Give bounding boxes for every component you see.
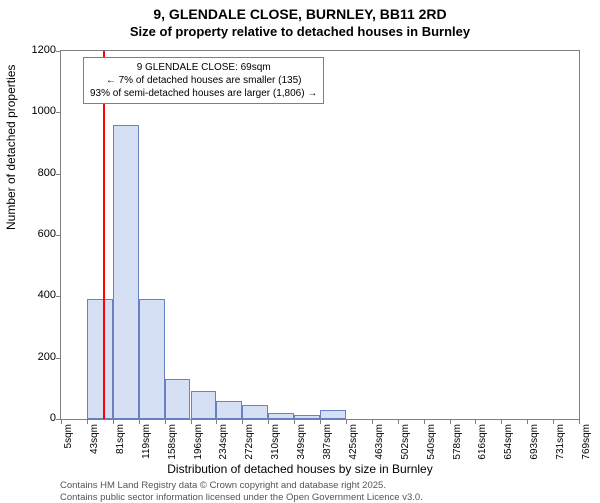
x-tick-label: 234sqm [218, 424, 229, 460]
x-tick-mark [398, 419, 399, 424]
x-tick-label: 731sqm [555, 424, 566, 460]
x-tick-mark [113, 419, 114, 424]
histogram-bar [87, 299, 113, 419]
histogram-bar [242, 405, 268, 419]
y-tick-label: 1000 [16, 105, 56, 117]
y-tick-label: 200 [16, 351, 56, 363]
chart-title-line2: Size of property relative to detached ho… [0, 24, 600, 39]
plot-area: 9 GLENDALE CLOSE: 69sqm ← 7% of detached… [60, 50, 580, 420]
x-tick-mark [191, 419, 192, 424]
x-tick-mark [61, 419, 62, 424]
histogram-bar [165, 379, 191, 419]
footer-line-1: Contains HM Land Registry data © Crown c… [60, 480, 386, 491]
y-tick-mark [56, 174, 61, 175]
x-tick-label: 769sqm [581, 424, 592, 460]
footer-line-2: Contains public sector information licen… [60, 492, 423, 503]
chart-title-line1: 9, GLENDALE CLOSE, BURNLEY, BB11 2RD [0, 6, 600, 22]
x-tick-label: 616sqm [477, 424, 488, 460]
y-tick-label: 800 [16, 167, 56, 179]
y-tick-mark [56, 296, 61, 297]
x-tick-label: 196sqm [193, 424, 204, 460]
histogram-bar [294, 415, 320, 419]
y-tick-label: 600 [16, 228, 56, 240]
y-tick-mark [56, 51, 61, 52]
x-tick-mark [346, 419, 347, 424]
property-info-box: 9 GLENDALE CLOSE: 69sqm ← 7% of detached… [83, 57, 324, 104]
x-tick-mark [294, 419, 295, 424]
x-tick-label: 578sqm [452, 424, 463, 460]
x-tick-mark [450, 419, 451, 424]
y-tick-label: 0 [16, 412, 56, 424]
x-tick-mark [165, 419, 166, 424]
x-tick-mark [320, 419, 321, 424]
histogram-bar [268, 413, 294, 419]
x-tick-label: 5sqm [63, 424, 74, 448]
x-tick-label: 349sqm [296, 424, 307, 460]
x-tick-label: 310sqm [270, 424, 281, 460]
histogram-bar [191, 391, 217, 419]
x-tick-mark [553, 419, 554, 424]
y-tick-mark [56, 235, 61, 236]
x-tick-label: 502sqm [400, 424, 411, 460]
x-tick-label: 272sqm [244, 424, 255, 460]
x-tick-mark [87, 419, 88, 424]
x-tick-label: 43sqm [89, 424, 100, 454]
x-tick-mark [139, 419, 140, 424]
histogram-bar [139, 299, 165, 419]
info-line-3: 93% of semi-detached houses are larger (… [90, 87, 317, 100]
y-tick-mark [56, 358, 61, 359]
info-line-2: ← 7% of detached houses are smaller (135… [90, 74, 317, 87]
x-tick-label: 540sqm [426, 424, 437, 460]
x-tick-mark [579, 419, 580, 424]
x-tick-mark [372, 419, 373, 424]
chart-container: 9, GLENDALE CLOSE, BURNLEY, BB11 2RD Siz… [0, 0, 600, 500]
y-axis-label: Number of detached properties [4, 65, 18, 230]
y-tick-label: 1200 [16, 44, 56, 56]
x-tick-label: 81sqm [115, 424, 126, 454]
x-tick-label: 693sqm [529, 424, 540, 460]
x-tick-label: 387sqm [322, 424, 333, 460]
x-tick-label: 119sqm [141, 424, 152, 459]
x-tick-label: 463sqm [374, 424, 385, 460]
histogram-bar [320, 410, 346, 419]
x-tick-label: 158sqm [167, 424, 178, 460]
info-line-1: 9 GLENDALE CLOSE: 69sqm [90, 61, 317, 74]
x-tick-mark [424, 419, 425, 424]
histogram-bar [113, 125, 139, 419]
histogram-bar [216, 401, 242, 419]
property-marker-line [103, 51, 105, 419]
x-tick-label: 425sqm [348, 424, 359, 460]
y-tick-mark [56, 112, 61, 113]
y-tick-label: 400 [16, 289, 56, 301]
x-axis-label: Distribution of detached houses by size … [0, 462, 600, 476]
x-tick-label: 654sqm [503, 424, 514, 460]
